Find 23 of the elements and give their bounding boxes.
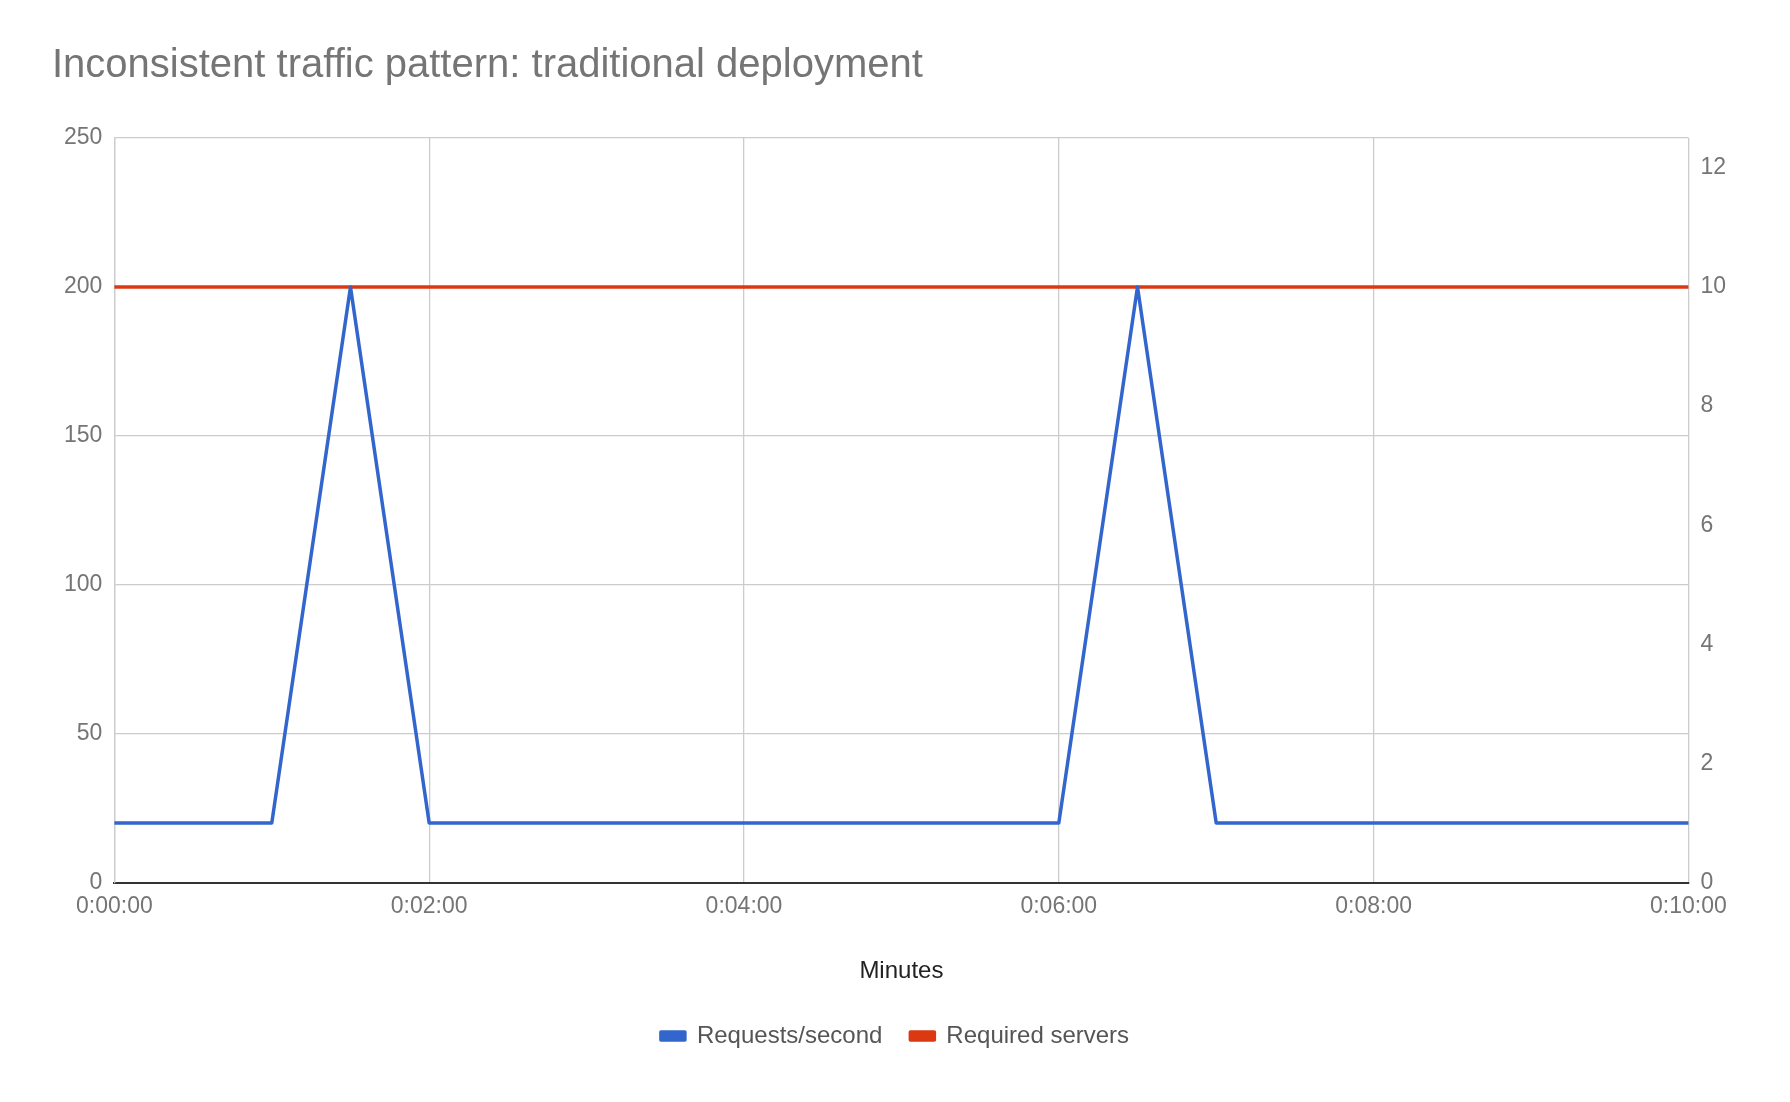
y-tick-label: 0 [89,867,103,894]
y-tick-label: 200 [64,272,103,299]
chart-title: Inconsistent traffic pattern: traditional deployment [52,41,923,86]
y2-tick-label: 8 [1700,391,1714,418]
x-tick-label: 0:08:00 [1335,891,1412,918]
y-tick-label: 150 [64,421,103,448]
y-tick-label: 250 [64,123,103,150]
x-tick-label: 0:02:00 [390,891,468,918]
x-tick-label: 0:10:00 [1650,891,1727,918]
x-tick-label: 0:04:00 [705,891,783,918]
y2-tick-label: 0 [1700,867,1714,894]
y2-tick-label: 2 [1700,748,1714,775]
x-tick-label: 0:06:00 [1020,891,1098,918]
x-tick-label: 0:00:00 [76,891,153,918]
y2-tick-label: 12 [1700,153,1727,180]
y-tick-label: 50 [76,719,103,746]
y2-tick-label: 4 [1700,629,1714,656]
legend-label: Required servers [946,1020,1130,1048]
y-tick-label: 100 [64,570,103,597]
x-axis-title: Minutes [859,956,944,984]
legend-label: Requests/second [696,1020,883,1048]
y2-tick-label: 6 [1700,510,1714,537]
y2-tick-label: 10 [1700,272,1727,299]
